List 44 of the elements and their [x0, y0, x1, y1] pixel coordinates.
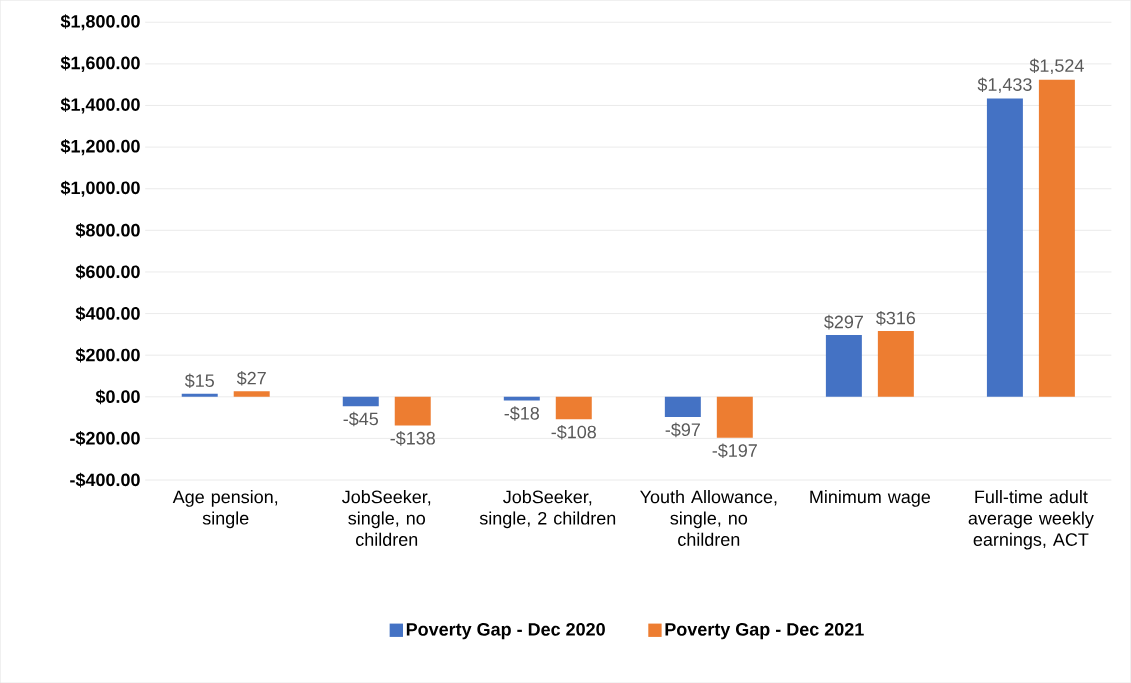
y-tick-label: $1,600.00 — [60, 55, 140, 72]
data-label: -$18 — [504, 406, 540, 421]
x-tick-label: Minimum wage — [810, 489, 931, 507]
y-tick-label: -$200.00 — [70, 430, 140, 446]
bar — [394, 396, 431, 426]
data-label: $27 — [236, 370, 266, 386]
y-tick-label: -$400.00 — [70, 472, 140, 488]
bar — [986, 98, 1023, 397]
bar — [877, 330, 914, 397]
data-label: $15 — [184, 373, 214, 388]
data-label: $316 — [876, 310, 916, 326]
bar — [342, 396, 379, 407]
y-tick-label: $200.00 — [75, 347, 140, 363]
data-label: -$108 — [551, 424, 596, 440]
y-tick-label: $1,400.00 — [60, 97, 140, 114]
x-tick-label: JobSeeker, single, no children — [342, 489, 431, 546]
data-label: -$45 — [343, 411, 379, 427]
y-tick-label: $1,200.00 — [60, 138, 140, 156]
data-label: $1,433 — [977, 77, 1032, 93]
y-tick-label: $600.00 — [75, 264, 140, 280]
bar — [233, 391, 270, 397]
data-label: -$197 — [712, 443, 757, 458]
data-label: -$97 — [665, 422, 700, 438]
x-tick-label: JobSeeker, single, 2 children — [479, 489, 616, 529]
bar — [181, 393, 218, 397]
x-tick-label: Full-time adult average weekly earnings, ACT — [968, 489, 1094, 550]
y-tick-label: $1,800.00 — [60, 14, 140, 31]
y-tick-label: $800.00 — [75, 222, 140, 238]
y-tick-label: $1,000.00 — [60, 180, 140, 197]
legend-label: Poverty Gap - Dec 2020 — [406, 622, 605, 640]
data-label: $1,524 — [1029, 58, 1084, 74]
bar — [1038, 79, 1075, 397]
bar — [825, 334, 862, 397]
bar — [716, 396, 753, 438]
data-label: $297 — [824, 314, 863, 330]
bar — [555, 396, 592, 420]
bar — [503, 396, 540, 401]
y-tick-label: $0.00 — [95, 389, 140, 405]
x-tick-label: Age pension, single — [172, 489, 278, 529]
data-label: -$138 — [390, 431, 435, 446]
legend-label: Poverty Gap - Dec 2021 — [665, 622, 864, 640]
y-tick-label: $400.00 — [75, 306, 140, 321]
x-tick-label: Youth Allowance, single, no children — [640, 489, 777, 546]
bar — [664, 396, 701, 417]
